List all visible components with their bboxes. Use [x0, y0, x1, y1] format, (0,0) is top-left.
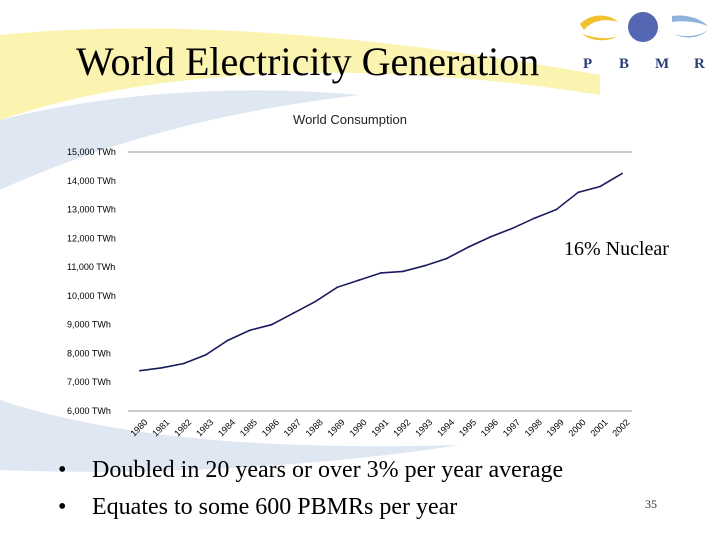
y-axis-ticks: 6,000 TWh 7,000 TWh 8,000 TWh 9,000 TWh 10,0…	[67, 147, 116, 416]
x-tick-label: 1993	[413, 417, 434, 438]
nuclear-share-annotation: 16% Nuclear	[564, 238, 669, 260]
bullet-list: • Doubled in 20 years or over 3% per year…	[58, 454, 563, 528]
data-point	[139, 369, 141, 372]
data-point	[577, 191, 580, 194]
data-point	[161, 366, 163, 369]
x-tick-label: 1988	[304, 417, 325, 438]
data-point	[204, 353, 207, 356]
y-tick-label: 8,000 TWh	[67, 348, 111, 358]
x-tick-label: 1985	[238, 417, 259, 438]
data-point	[226, 339, 229, 342]
chart-axes	[128, 151, 632, 412]
chart-title: World Consumption	[293, 112, 407, 127]
chart-series	[139, 172, 623, 372]
data-point	[599, 185, 601, 188]
x-tick-label: 1987	[282, 417, 303, 438]
data-point	[402, 270, 404, 273]
slide-title: World Electricity Generation	[76, 39, 540, 84]
data-point	[292, 312, 295, 315]
x-tick-label: 2002	[610, 417, 631, 438]
data-point	[380, 271, 382, 274]
logo-globe	[628, 12, 658, 42]
x-tick-label: 1982	[172, 417, 193, 438]
logo-left-arc	[580, 15, 618, 30]
data-point	[314, 300, 317, 303]
x-tick-label: 1992	[391, 417, 412, 438]
data-point	[358, 279, 360, 281]
x-tick-label: 1996	[479, 417, 500, 438]
blue-swoosh-bottom	[0, 400, 460, 472]
data-point	[423, 264, 426, 267]
logo-right-arc-lower	[674, 30, 708, 38]
blue-swoosh-top	[0, 90, 360, 190]
bullet-text: Doubled in 20 years or over 3% per year …	[92, 457, 564, 483]
data-point	[511, 227, 514, 230]
logo-letter-p: P	[583, 56, 593, 72]
logo-left-arc-lower	[582, 34, 618, 41]
x-tick-label: 1983	[194, 417, 215, 438]
logo-graphic	[580, 12, 708, 42]
y-tick-label: 15,000 TWh	[67, 147, 116, 157]
x-tick-label: 1998	[523, 417, 544, 438]
x-tick-label: 1994	[435, 417, 456, 438]
y-tick-label: 14,000 TWh	[67, 176, 116, 186]
data-point	[182, 362, 185, 365]
logo-letter-m: M	[655, 56, 670, 72]
yellow-swoosh	[0, 28, 600, 121]
x-tick-label: 1990	[347, 417, 368, 438]
bullet-item: • Doubled in 20 years or over 3% per year…	[58, 454, 563, 491]
y-tick-label: 10,000 TWh	[67, 291, 116, 301]
data-point	[336, 286, 339, 289]
y-tick-label: 7,000 TWh	[67, 377, 111, 387]
x-tick-label: 1989	[326, 417, 347, 438]
data-point	[270, 323, 273, 326]
y-tick-label: 6,000 TWh	[67, 406, 111, 416]
pbmr-logo: P B M R	[570, 6, 720, 76]
bullet-marker: •	[58, 494, 67, 520]
y-tick-label: 12,000 TWh	[67, 233, 116, 243]
data-point	[621, 172, 623, 175]
x-tick-label: 2000	[567, 417, 588, 438]
data-point	[533, 217, 536, 220]
bullet-text: Equates to some 600 PBMRs per year	[92, 494, 458, 520]
y-tick-label: 9,000 TWh	[67, 320, 111, 330]
logo-right-arc	[672, 15, 708, 26]
data-point	[467, 246, 470, 248]
logo-letter-r: R	[694, 56, 705, 72]
bullet-marker: •	[58, 457, 67, 483]
data-point	[445, 257, 448, 260]
y-tick-label: 13,000 TWh	[67, 205, 116, 215]
x-tick-label: 1981	[150, 417, 171, 438]
x-tick-label: 1997	[501, 417, 522, 438]
bullet-item: • Equates to some 600 PBMRs per year	[58, 491, 563, 528]
x-tick-label: 1999	[545, 417, 566, 438]
data-point	[248, 329, 251, 332]
x-tick-label: 1986	[260, 417, 281, 438]
y-tick-label: 11,000 TWh	[67, 262, 115, 272]
page-number: 35	[645, 497, 657, 511]
data-point	[555, 208, 558, 211]
logo-letter-b: B	[619, 56, 630, 72]
data-point	[489, 235, 492, 238]
x-tick-label: 1980	[128, 417, 149, 438]
x-tick-label: 1991	[369, 417, 390, 438]
x-tick-label: 1995	[457, 417, 478, 438]
x-axis-ticks: 1980 1981 1982 1983 1984 1985 1986 1987 1988 1989…	[128, 417, 631, 438]
x-tick-label: 2001	[588, 417, 609, 438]
x-tick-label: 1984	[216, 417, 237, 438]
world-consumption-chart: World Consumption 6,000 TWh 7,000 TWh 8,00…	[67, 112, 632, 438]
